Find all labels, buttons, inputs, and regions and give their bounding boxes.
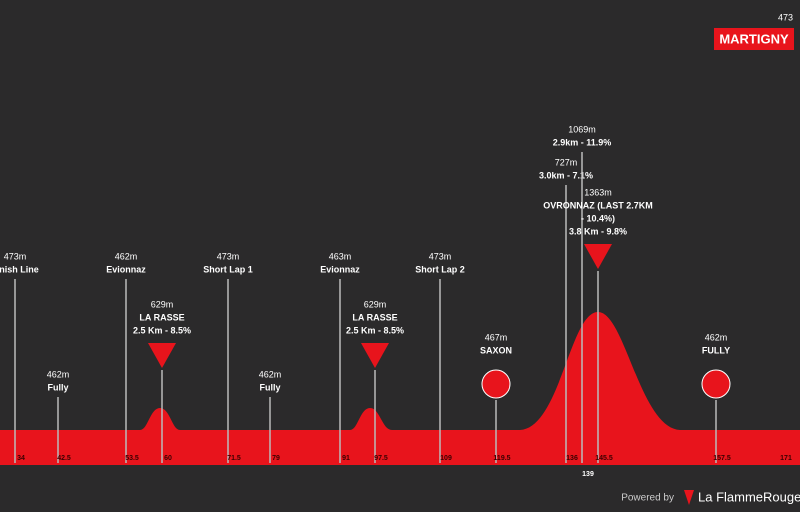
km-label: 60 [164,455,172,462]
point-label: OVRONNAZ (LAST 2.7KM [543,200,653,210]
km-label: 157.5 [713,455,731,462]
sprint-icon [701,369,731,399]
point-label: LA RASSE [352,312,397,322]
point-altitude: 462m [259,369,282,379]
km-label: 42.5 [57,455,71,462]
km-label: 79 [272,455,280,462]
km-label: 136 [566,455,578,462]
km-label: 119.5 [493,455,510,462]
point-label: 3.8 Km - 9.8% [569,226,627,236]
km-label: 145.5 [595,455,613,462]
brand: La FlammeRouge [698,489,800,504]
sprint-icon [481,369,511,399]
point-label: Evionnaz [320,264,360,274]
point-label: Short Lap 2 [415,264,465,274]
point-label: Short Lap 1 [203,264,253,274]
point-altitude: 467m [485,332,508,342]
point-label: SAXON [480,345,512,355]
km-label: 97.5 [374,455,388,462]
point-altitude: 462m [115,251,138,261]
point-altitude: 1069m [568,124,596,134]
point-label: LA RASSE [139,312,184,322]
km-label: 109 [440,455,452,462]
point-altitude: 629m [151,299,174,309]
point-altitude: 1363m [584,187,612,197]
point-altitude: 463m [329,251,352,261]
profile-area [0,312,800,465]
point-label: - 10.4%) [581,213,615,223]
point-altitude: 629m [364,299,387,309]
point-altitude: 473m [4,251,27,261]
finish-name: MARTIGNY [719,31,789,46]
kom-icon [361,343,389,368]
powered-by: Powered by [621,493,674,504]
point-altitude: 473m [217,251,240,261]
point-altitude: 462m [705,332,728,342]
km-label: 171 [780,455,792,462]
point-label: 3.0km - 7.1% [539,170,593,180]
point-label: 2.5 Km - 8.5% [346,325,404,335]
km-label: 53.5 [125,455,139,462]
km-label: 139 [582,471,594,478]
finish-altitude: 473 [778,12,793,22]
point-label: 2.9km - 11.9% [553,137,612,147]
point-altitude: 727m [555,157,578,167]
kom-icon [148,343,176,368]
brand-logo [684,490,694,505]
point-label: Finish Line [0,264,39,274]
point-altitude: 473m [429,251,452,261]
finish-badge [714,28,794,50]
point-label: Fully [47,382,68,392]
point-label: FULLY [702,345,730,355]
km-label: 91 [342,455,350,462]
point-altitude: 462m [47,369,70,379]
point-label: 2.5 Km - 8.5% [133,325,191,335]
km-label: 34 [17,455,25,462]
point-label: Evionnaz [106,264,146,274]
point-label: Fully [259,382,280,392]
kom-icon [584,244,612,269]
km-label: 71.5 [227,455,241,462]
